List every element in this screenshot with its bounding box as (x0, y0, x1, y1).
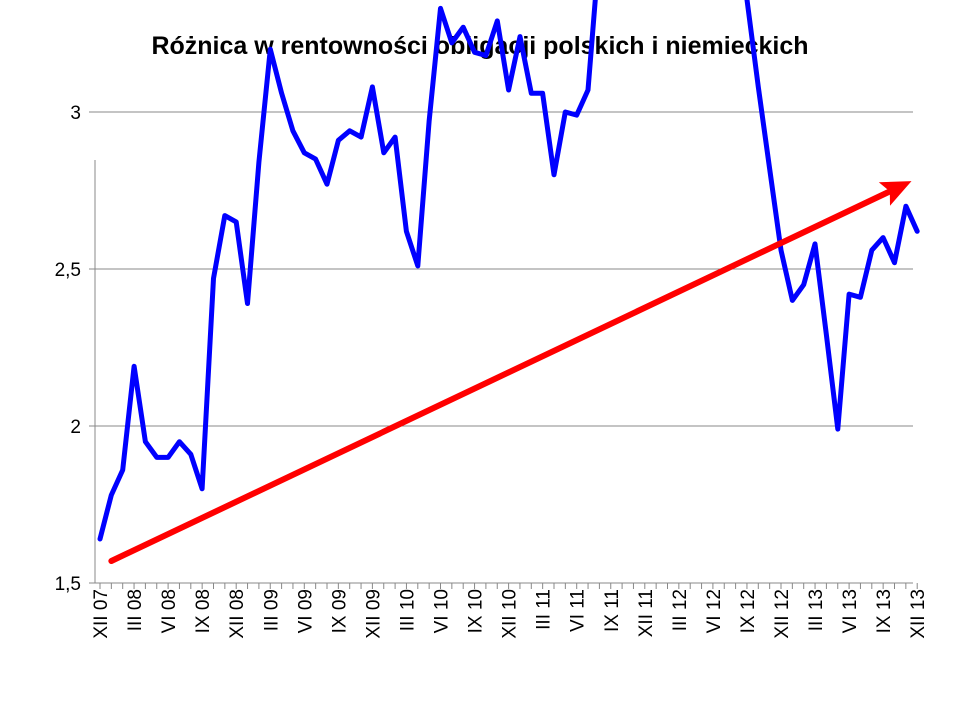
x-tick-label: IX 09 (329, 589, 350, 633)
x-tick-label: XII 13 (908, 589, 929, 639)
x-tick-label: VI 09 (295, 589, 316, 633)
x-axis-ticks: XII 07 III 08 VI 08 IX 08 XII 08 III 09 VI 09 I… (91, 583, 929, 639)
gridlines (95, 111, 913, 427)
x-tick-label: XII 08 (227, 589, 248, 639)
axes (94, 160, 913, 584)
x-tick-label: IX 13 (874, 589, 895, 633)
x-tick-label: III 13 (806, 589, 827, 631)
x-tick-label: III 10 (397, 589, 418, 631)
series-line-spread (97, 0, 920, 542)
x-tick-label: XII 10 (500, 589, 521, 639)
x-tick-label: VI 11 (568, 589, 589, 632)
x-tick-label: III 09 (261, 589, 282, 631)
series-layer (97, 0, 920, 565)
trend-arrow-head (878, 181, 912, 206)
x-tick-label: XII 11 (636, 589, 657, 637)
x-tick-label: XII 07 (91, 589, 112, 639)
x-tick-label: VI 10 (432, 589, 453, 633)
x-tick-label: III 11 (534, 589, 555, 630)
x-tick-label: III 08 (125, 589, 146, 631)
x-tick-label: IX 11 (602, 589, 623, 632)
x-tick-label: VI 13 (840, 589, 861, 633)
y-tick-label: 2,5 (55, 260, 81, 281)
x-tick-label: XII 09 (363, 589, 384, 639)
trend-arrow-shaft (108, 189, 892, 565)
x-tick-label: IX 08 (193, 589, 214, 633)
y-tick-label: 1,5 (55, 574, 81, 595)
x-tick-label: III 12 (670, 589, 691, 631)
x-tick-label: VI 08 (159, 589, 180, 633)
x-tick-label: VI 12 (704, 589, 725, 633)
y-axis-ticks: 1,522,533,54 (55, 103, 95, 595)
x-tick-label: IX 12 (738, 589, 759, 633)
x-tick-label: IX 10 (466, 589, 487, 633)
y-tick-label: 2 (70, 417, 81, 438)
y-tick-label: 3 (70, 103, 81, 124)
x-tick-label: XII 12 (772, 589, 793, 639)
